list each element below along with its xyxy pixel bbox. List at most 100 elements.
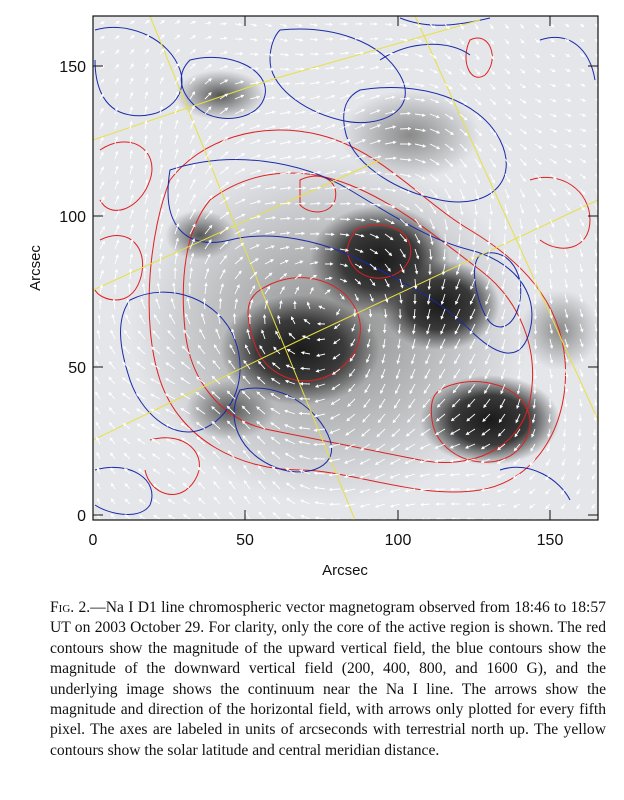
field-arrow xyxy=(279,245,290,250)
field-arrow xyxy=(97,314,102,325)
field-arrow xyxy=(279,23,288,28)
field-arrow xyxy=(249,200,262,205)
field-arrow xyxy=(425,353,431,365)
field-arrow xyxy=(136,408,146,415)
field-arrow xyxy=(419,443,431,450)
field-arrow xyxy=(344,443,356,450)
field-arrow xyxy=(249,23,258,27)
field-arrow xyxy=(564,203,571,212)
field-arrow xyxy=(549,353,554,364)
field-arrow xyxy=(272,496,281,505)
field-arrow xyxy=(454,308,461,320)
field-arrow xyxy=(474,143,482,153)
field-arrow xyxy=(465,473,476,477)
field-arrow xyxy=(459,98,468,106)
field-arrow xyxy=(204,35,213,40)
field-arrow xyxy=(459,23,464,30)
field-arrow xyxy=(579,53,586,57)
field-arrow xyxy=(166,468,176,475)
field-arrow xyxy=(399,158,412,162)
field-arrow xyxy=(216,312,221,325)
field-arrow xyxy=(195,407,206,415)
field-arrow xyxy=(426,323,431,335)
field-arrow xyxy=(465,428,476,435)
field-arrow xyxy=(184,313,191,325)
field-arrow xyxy=(211,390,221,400)
field-arrow xyxy=(501,293,506,306)
field-arrow xyxy=(549,158,558,164)
field-arrow xyxy=(211,375,221,385)
field-arrow xyxy=(339,94,351,100)
field-arrow xyxy=(204,267,210,280)
field-arrow xyxy=(529,458,536,466)
plot-frame xyxy=(92,15,599,521)
field-arrow xyxy=(111,313,116,325)
field-arrow xyxy=(129,209,134,220)
field-arrow xyxy=(137,468,146,475)
field-arrow xyxy=(474,23,479,30)
field-arrow xyxy=(108,376,116,385)
field-arrow xyxy=(264,201,277,205)
field-arrow xyxy=(219,268,226,280)
field-arrow xyxy=(414,173,426,180)
field-arrow xyxy=(129,91,134,100)
field-arrow xyxy=(534,23,540,28)
field-arrow xyxy=(138,514,146,520)
field-arrow xyxy=(414,68,424,73)
field-arrow xyxy=(579,338,584,348)
field-arrow xyxy=(279,216,291,221)
field-arrow xyxy=(114,49,120,55)
field-arrow xyxy=(482,413,491,423)
field-arrow xyxy=(346,413,356,422)
field-arrow xyxy=(384,188,397,193)
field-arrow xyxy=(512,488,521,494)
field-arrow xyxy=(518,233,523,245)
field-arrow xyxy=(489,143,497,152)
field-arrow xyxy=(497,503,506,508)
field-arrow xyxy=(576,473,581,481)
field-arrow xyxy=(489,53,495,60)
field-arrow xyxy=(389,503,401,508)
field-arrow xyxy=(429,23,436,29)
field-arrow xyxy=(564,128,572,133)
field-arrow xyxy=(242,375,251,385)
field-arrow xyxy=(591,503,596,510)
field-arrow xyxy=(592,428,597,437)
field-arrow xyxy=(264,110,276,115)
field-arrow xyxy=(404,473,416,479)
field-arrow xyxy=(219,211,230,220)
field-arrow xyxy=(261,329,266,340)
field-arrow xyxy=(141,282,146,295)
field-arrow xyxy=(354,154,367,160)
field-arrow xyxy=(420,502,431,507)
field-arrow xyxy=(369,171,382,175)
field-arrow xyxy=(99,166,104,175)
field-arrow xyxy=(180,377,191,385)
field-arrow xyxy=(380,383,386,395)
field-arrow xyxy=(384,248,393,257)
field-arrow xyxy=(369,65,380,70)
field-arrow xyxy=(129,49,135,55)
field-arrow xyxy=(234,94,245,100)
field-arrow xyxy=(434,487,446,492)
field-arrow xyxy=(459,128,468,136)
field-arrow xyxy=(150,408,161,415)
field-arrow xyxy=(114,20,120,25)
field-arrow xyxy=(277,314,281,325)
field-arrow xyxy=(579,143,587,148)
field-arrow xyxy=(329,428,341,434)
field-arrow xyxy=(309,286,314,295)
field-arrow xyxy=(270,436,281,445)
field-arrow xyxy=(318,305,326,310)
field-arrow xyxy=(198,513,206,520)
field-arrow xyxy=(513,458,521,466)
field-arrow xyxy=(174,252,179,265)
field-arrow xyxy=(474,98,482,106)
field-arrow xyxy=(469,323,476,335)
field-arrow xyxy=(219,283,224,295)
field-arrow xyxy=(294,186,307,190)
field-arrow xyxy=(399,96,411,101)
field-arrow xyxy=(309,95,321,100)
field-arrow xyxy=(564,143,573,148)
field-arrow xyxy=(159,148,163,160)
